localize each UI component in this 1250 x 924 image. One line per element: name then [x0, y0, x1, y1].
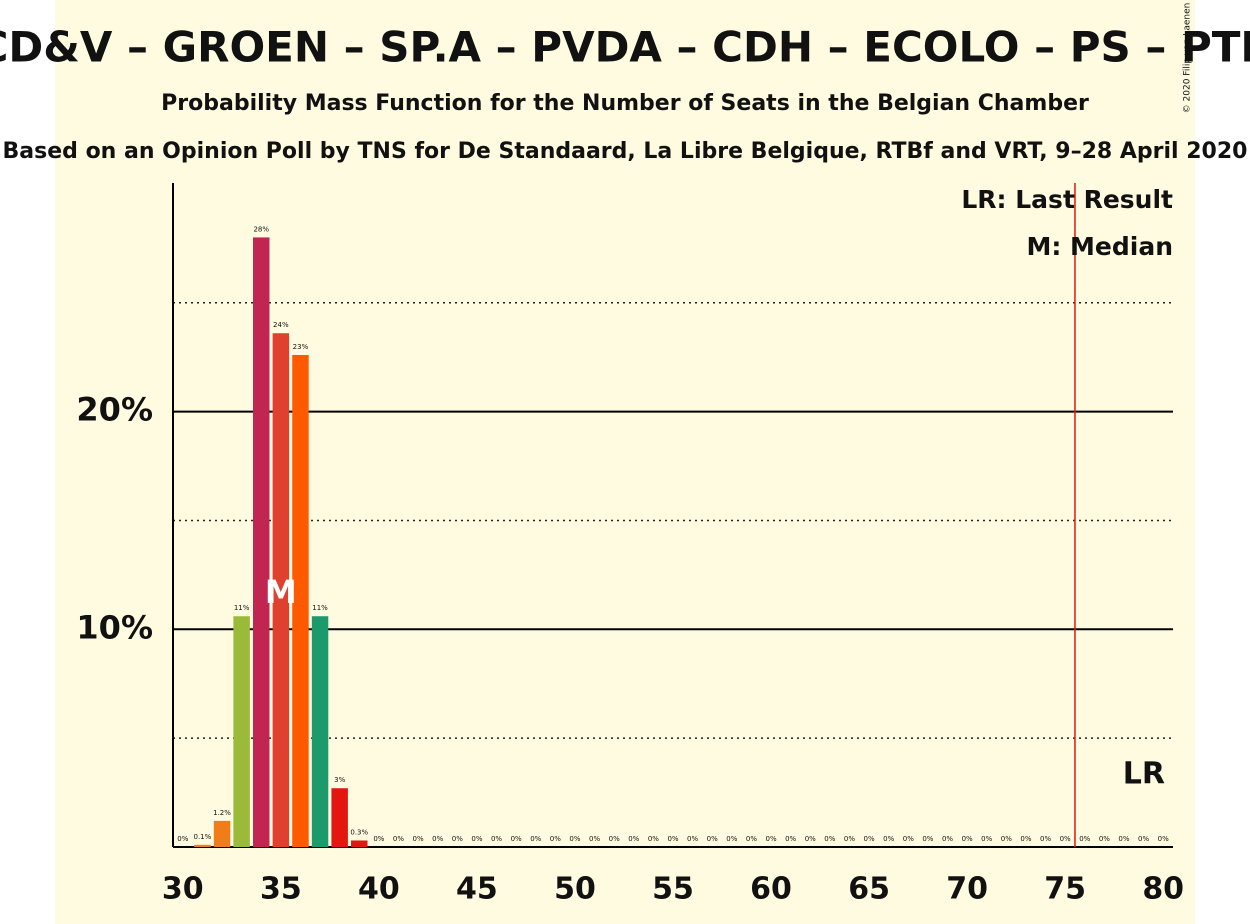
value-label: 0%	[765, 835, 776, 843]
value-label: 11%	[234, 604, 250, 612]
bar	[292, 354, 309, 847]
median-marker: M	[265, 573, 297, 611]
value-label: 23%	[293, 343, 309, 351]
x-tick-label: 80	[1142, 872, 1184, 907]
legend-entry: M: Median	[1026, 232, 1173, 261]
bar	[351, 840, 368, 847]
value-label: 0%	[373, 835, 384, 843]
bar	[331, 788, 348, 847]
value-label: 0%	[805, 835, 816, 843]
value-label: 0%	[589, 835, 600, 843]
value-label: 0%	[628, 835, 639, 843]
x-tick-label: 40	[358, 872, 400, 907]
x-tick-label: 50	[554, 872, 596, 907]
x-tick-label: 35	[260, 872, 302, 907]
value-label: 0%	[962, 835, 973, 843]
value-label: 0%	[942, 835, 953, 843]
value-label: 0%	[785, 835, 796, 843]
x-tick-label: 45	[456, 872, 498, 907]
value-label: 0%	[864, 835, 875, 843]
value-label: 0%	[177, 835, 188, 843]
x-tick-label: 75	[1044, 872, 1086, 907]
value-label: 0%	[413, 835, 424, 843]
copyright: © 2020 Filip van Laenen	[1183, 3, 1193, 114]
chart-subtitle: Probability Mass Function for the Number…	[161, 91, 1089, 116]
value-label: 3%	[334, 776, 345, 784]
value-label: 0%	[824, 835, 835, 843]
value-label: 0%	[569, 835, 580, 843]
value-label: 0%	[981, 835, 992, 843]
value-label: 28%	[253, 225, 269, 233]
chart-source: Based on an Opinion Poll by TNS for De S…	[3, 139, 1248, 164]
value-label: 0%	[1099, 835, 1110, 843]
bar	[233, 616, 250, 847]
value-label: 0%	[609, 835, 620, 843]
value-label: 0%	[452, 835, 463, 843]
bar	[194, 844, 211, 847]
value-label: 0%	[432, 835, 443, 843]
value-label: 0%	[746, 835, 757, 843]
value-label: 0%	[726, 835, 737, 843]
value-label: 0%	[471, 835, 482, 843]
value-label: 11%	[312, 604, 328, 612]
value-label: 0%	[550, 835, 561, 843]
x-tick-label: 55	[652, 872, 694, 907]
value-label: 0%	[1158, 835, 1169, 843]
value-label: 0%	[1079, 835, 1090, 843]
bar	[253, 237, 270, 848]
value-label: 0.1%	[194, 833, 212, 841]
value-label: 0%	[393, 835, 404, 843]
legend-entry: LR: Last Result	[961, 185, 1173, 214]
value-label: 0.3%	[350, 828, 368, 836]
value-label: 0%	[903, 835, 914, 843]
y-tick-label: 10%	[76, 608, 153, 646]
value-label: 0%	[648, 835, 659, 843]
value-label: 0%	[530, 835, 541, 843]
x-tick-label: 30	[162, 872, 204, 907]
bar	[311, 616, 329, 847]
value-label: 0%	[707, 835, 718, 843]
value-label: 0%	[1020, 835, 1031, 843]
value-label: 0%	[1040, 835, 1051, 843]
x-tick-label: 70	[946, 872, 988, 907]
value-label: 0%	[687, 835, 698, 843]
x-tick-label: 60	[750, 872, 792, 907]
bar	[213, 820, 231, 847]
value-label: 0%	[1138, 835, 1149, 843]
last-result-label: LR	[1123, 757, 1165, 792]
y-tick-label: 20%	[76, 391, 153, 429]
x-tick-label: 65	[848, 872, 890, 907]
value-label: 0%	[511, 835, 522, 843]
value-label: 0%	[1118, 835, 1129, 843]
value-label: 24%	[273, 321, 289, 329]
value-label: 0%	[667, 835, 678, 843]
value-label: 0%	[1001, 835, 1012, 843]
value-label: 0%	[883, 835, 894, 843]
bar	[272, 333, 290, 847]
value-label: 0%	[844, 835, 855, 843]
value-label: 0%	[922, 835, 933, 843]
value-label: 1.2%	[213, 809, 231, 817]
value-label: 0%	[1060, 835, 1071, 843]
chart-title: CD&V – GROEN – SP.A – PVDA – CDH – ECOLO…	[0, 23, 1250, 72]
value-label: 0%	[491, 835, 502, 843]
